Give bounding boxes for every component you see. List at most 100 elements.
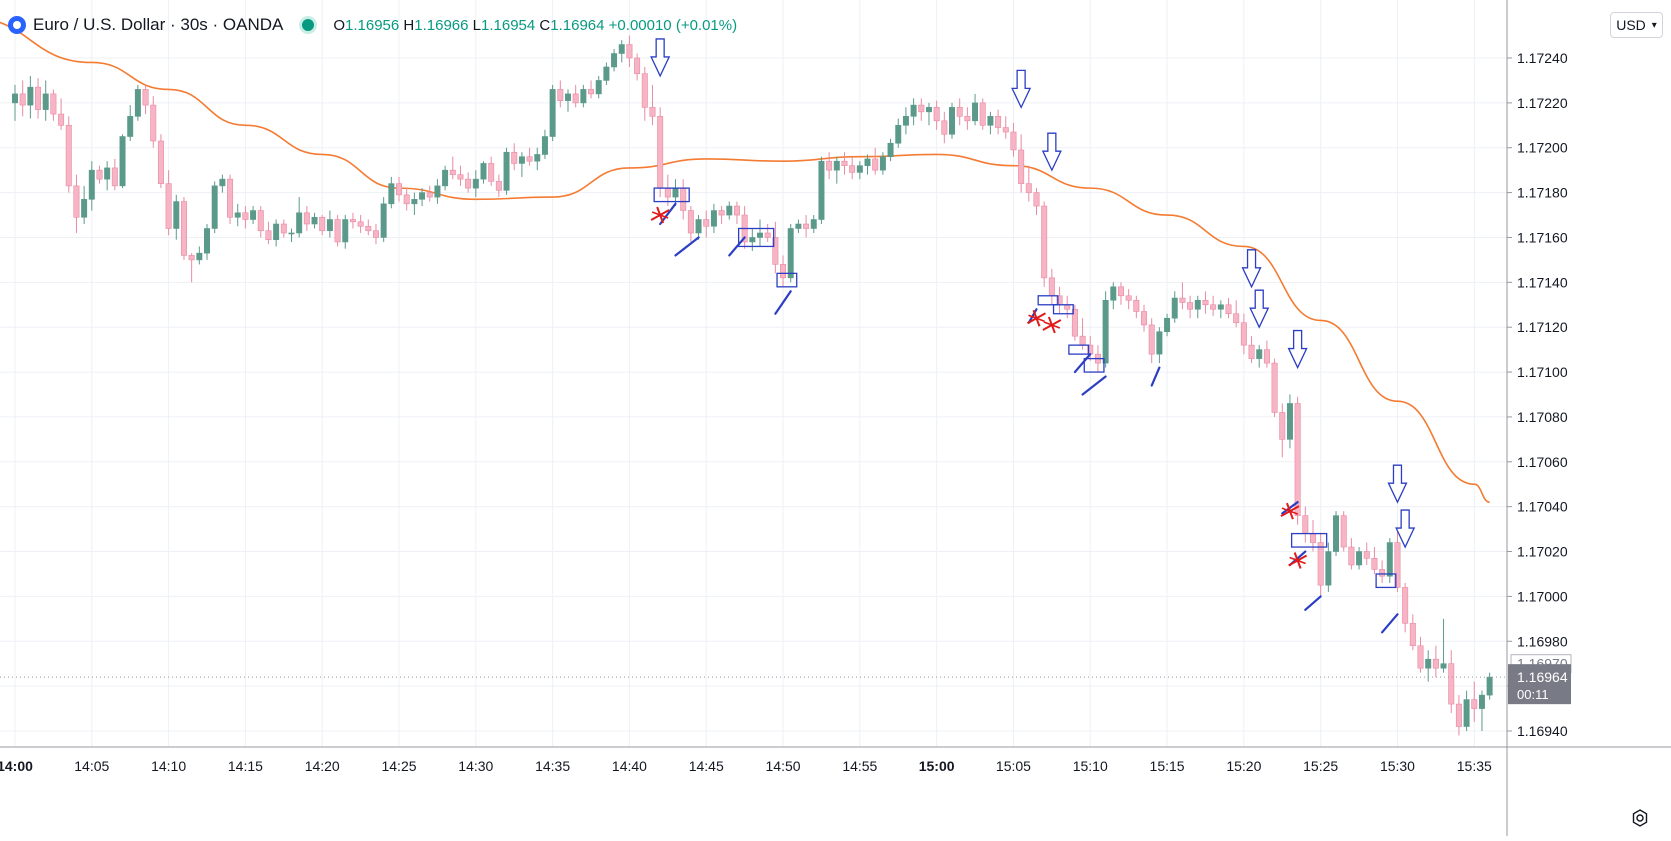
candle[interactable] <box>434 179 441 204</box>
candle[interactable] <box>1233 300 1240 328</box>
candle[interactable] <box>603 62 610 85</box>
box-marker[interactable] <box>1290 532 1328 548</box>
candle[interactable] <box>1455 695 1462 736</box>
candle[interactable] <box>180 197 187 260</box>
candle[interactable] <box>495 174 502 198</box>
candle[interactable] <box>411 192 418 216</box>
trend-stroke[interactable] <box>728 236 746 257</box>
candle[interactable] <box>895 118 902 148</box>
candle[interactable] <box>1348 538 1355 570</box>
trend-stroke[interactable] <box>1150 366 1161 387</box>
candle[interactable] <box>1356 547 1363 570</box>
candle[interactable] <box>1179 282 1186 310</box>
candle[interactable] <box>918 98 925 121</box>
candle[interactable] <box>173 194 180 240</box>
candle[interactable] <box>1187 295 1194 319</box>
candle[interactable] <box>956 98 963 126</box>
trend-stroke[interactable] <box>1081 375 1107 396</box>
candle[interactable] <box>188 253 195 283</box>
candle[interactable] <box>972 93 979 126</box>
candle[interactable] <box>1010 123 1017 157</box>
candle[interactable] <box>1371 547 1378 574</box>
candle[interactable] <box>1478 690 1485 731</box>
candle[interactable] <box>1210 295 1217 316</box>
candle[interactable] <box>1171 291 1178 323</box>
candle[interactable] <box>204 224 210 260</box>
box-marker[interactable] <box>1068 344 1090 355</box>
candle[interactable] <box>718 206 725 225</box>
candle[interactable] <box>81 185 88 225</box>
candle[interactable] <box>1202 291 1209 314</box>
candle[interactable] <box>1148 318 1155 364</box>
candle[interactable] <box>326 210 333 238</box>
candle[interactable] <box>649 84 656 126</box>
candle[interactable] <box>73 174 80 233</box>
red-cross-marker[interactable] <box>650 206 670 224</box>
down-arrow-marker[interactable] <box>1249 289 1270 329</box>
down-arrow-marker[interactable] <box>1395 509 1416 549</box>
box-marker[interactable] <box>1037 295 1059 306</box>
candle[interactable] <box>1340 511 1347 552</box>
candle[interactable] <box>687 206 694 242</box>
candle[interactable] <box>449 156 456 180</box>
candle[interactable] <box>741 206 748 249</box>
candle[interactable] <box>104 161 111 191</box>
candle[interactable] <box>465 172 472 193</box>
candle[interactable] <box>58 98 65 130</box>
candle[interactable] <box>1279 403 1286 458</box>
candle[interactable] <box>1156 327 1163 364</box>
candle[interactable] <box>380 197 387 242</box>
candle[interactable] <box>933 100 940 130</box>
candle[interactable] <box>1302 506 1309 543</box>
candle[interactable] <box>1471 681 1478 723</box>
symbol-legend[interactable]: Euro / U.S. Dollar · 30s · OANDA O1.1695… <box>8 14 737 36</box>
candle[interactable] <box>580 84 587 108</box>
box-marker[interactable] <box>1083 357 1105 373</box>
candle[interactable] <box>342 215 349 249</box>
candle[interactable] <box>887 138 894 162</box>
candle[interactable] <box>503 147 510 195</box>
candle[interactable] <box>987 111 994 135</box>
candle[interactable] <box>1432 645 1439 678</box>
candle[interactable] <box>242 206 249 229</box>
candle[interactable] <box>296 197 303 238</box>
candle[interactable] <box>1425 650 1432 682</box>
candle[interactable] <box>134 84 141 121</box>
candle[interactable] <box>941 111 948 144</box>
candle[interactable] <box>841 152 848 175</box>
candle[interactable] <box>1110 282 1117 310</box>
candle[interactable] <box>1164 313 1171 337</box>
candle[interactable] <box>611 49 618 72</box>
candle[interactable] <box>826 152 833 180</box>
candle[interactable] <box>710 203 717 233</box>
candle[interactable] <box>1263 340 1270 368</box>
trend-stroke[interactable] <box>1304 595 1322 611</box>
candle[interactable] <box>726 201 733 220</box>
candle[interactable] <box>1286 394 1293 449</box>
candle[interactable] <box>42 80 49 121</box>
candle[interactable] <box>879 152 886 175</box>
candle[interactable] <box>1117 282 1124 305</box>
candle[interactable] <box>265 221 272 245</box>
candle[interactable] <box>319 215 326 236</box>
candle[interactable] <box>457 165 464 186</box>
candle[interactable] <box>626 35 633 67</box>
candle[interactable] <box>780 255 787 287</box>
candle[interactable] <box>234 203 241 227</box>
candle[interactable] <box>572 84 579 108</box>
down-arrow-marker[interactable] <box>1011 69 1032 109</box>
candle[interactable] <box>695 215 702 240</box>
candle[interactable] <box>442 165 449 191</box>
candle[interactable] <box>733 201 740 225</box>
candle[interactable] <box>810 215 817 233</box>
candle[interactable] <box>1379 560 1386 583</box>
market-status-icon[interactable] <box>299 16 318 34</box>
candle[interactable] <box>1294 396 1301 525</box>
candle[interactable] <box>1018 134 1025 193</box>
trend-stroke[interactable] <box>1281 501 1299 515</box>
box-marker[interactable] <box>1375 573 1397 589</box>
candle[interactable] <box>1002 116 1009 139</box>
candle[interactable] <box>749 228 756 251</box>
candle[interactable] <box>1448 650 1455 714</box>
down-arrow-marker[interactable] <box>1241 249 1262 289</box>
